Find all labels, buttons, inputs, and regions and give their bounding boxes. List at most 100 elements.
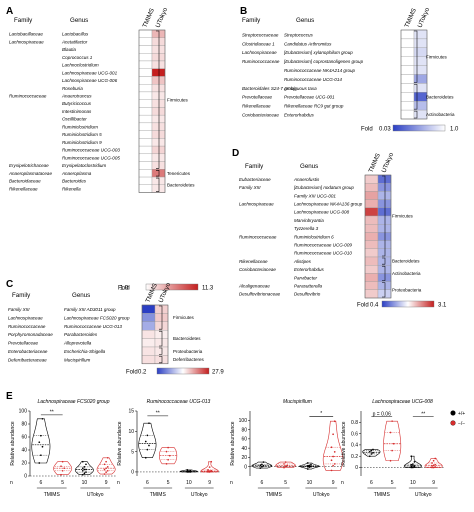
data-point [61, 460, 64, 463]
row-genus-label: Family XIII UCG-001 [294, 193, 336, 198]
row-genus-label: Enterorhabdus [294, 267, 325, 272]
heatmap-cell [364, 265, 379, 274]
heatmap-cell [138, 84, 153, 93]
heatmap-cell [138, 161, 153, 170]
y-tick-label: 0.6 [351, 431, 358, 437]
row-genus-label: Lachnospiraceae FCS020 group [64, 315, 130, 320]
y-tick-label: 0.2 [351, 454, 358, 460]
group-label: Bacteroidetes [426, 94, 454, 99]
data-point [306, 468, 309, 470]
column-header: UTokyo [381, 151, 396, 174]
data-point [85, 468, 87, 471]
row-genus-label: Butyricicoccus [62, 101, 92, 106]
genus-header: Genus [300, 163, 318, 170]
column-header: UTokyo [155, 6, 170, 29]
n-value: 10 [186, 480, 192, 486]
data-point [391, 420, 393, 423]
heatmap-cell [138, 29, 153, 38]
heatmap-cell [141, 338, 156, 348]
data-point [368, 450, 371, 453]
y-tick-label: 5 [131, 449, 134, 455]
row-genus-label: [Eubacterium] xylanophilum group [283, 50, 353, 55]
subplot-title: Mucispirillum [283, 399, 312, 405]
group-label: Tenericutes [167, 171, 191, 176]
y-tick-label: 40 [21, 448, 27, 454]
row-genus-label: Prevotellaceae UCG-001 [284, 95, 335, 100]
row-family-label: Coriobacteriaceae [239, 267, 276, 272]
data-point [308, 464, 311, 467]
significance-label: p = 0.06 [373, 411, 391, 417]
data-point [83, 466, 86, 468]
heatmap-cell [364, 256, 379, 266]
data-point [370, 453, 373, 455]
group-bracket [414, 110, 418, 119]
row-family-label: Family XIII [8, 307, 30, 312]
data-point [103, 473, 106, 475]
significance-label: ** [50, 410, 54, 416]
n-value: 5 [284, 480, 287, 486]
heatmap-cell [400, 109, 415, 120]
heatmap-cell [364, 174, 379, 184]
row-genus-label: Blautia [62, 47, 76, 52]
heatmap-cell [138, 145, 153, 155]
data-point [186, 469, 189, 471]
data-point [412, 463, 414, 465]
row-family-label: Ruminococcaceae [242, 59, 280, 64]
heatmap-cell [400, 56, 415, 66]
data-point [434, 466, 437, 468]
row-genus-label: Lachnospiraceae UCG-008 [294, 210, 350, 215]
heatmap-cell [364, 232, 379, 241]
heatmap-cell [377, 240, 392, 249]
data-point [148, 444, 150, 447]
data-point [186, 470, 189, 472]
group-label: Actinobacteria [392, 271, 421, 276]
group-label: Actinobacteria [426, 112, 455, 117]
data-point [81, 460, 84, 463]
n-value: 5 [391, 480, 394, 486]
row-family-label: Ruminococcaceae [9, 93, 47, 98]
row-genus-label: Lachnospiraceae UCG-006 [62, 78, 118, 83]
n-value: 10 [410, 480, 416, 486]
n-value: 6 [39, 480, 42, 486]
heatmap-cell [400, 29, 415, 40]
y-tick-label: 40 [241, 446, 247, 452]
heatmap-frame [364, 174, 392, 299]
significance-label: ** [421, 411, 425, 417]
group-bracket [156, 170, 160, 177]
heatmap-cell [413, 74, 428, 84]
n-value: 9 [432, 480, 435, 486]
scale-label: Fold [357, 302, 369, 308]
color-scale-bar [145, 283, 199, 291]
y-axis-label: Relative abundance [230, 421, 236, 465]
significance-label: * [320, 411, 322, 417]
scale-min-label: 0.03 [379, 126, 391, 132]
legend-marker [450, 410, 456, 416]
y-tick-label: 60 [241, 437, 247, 443]
heatmap-cell [141, 346, 156, 356]
row-genus-label: Lactobacillus [62, 32, 89, 37]
heatmap-cell [151, 153, 166, 162]
heatmap-cell [377, 191, 392, 200]
heatmap-frame [141, 304, 169, 365]
data-point [332, 455, 334, 458]
data-point [81, 469, 84, 472]
heatmap-cell [141, 321, 156, 331]
violin-shape [53, 461, 73, 475]
row-genus-label: Rikenella [62, 186, 81, 191]
row-family-label: Rikenellaceae [242, 104, 271, 109]
heatmap-cell [138, 99, 153, 108]
data-point [189, 469, 192, 472]
row-genus-label: Marvinbryantia [294, 218, 324, 223]
violin-shape [200, 461, 219, 473]
row-genus-label: Ruminococcaceae UCG-009 [294, 243, 352, 248]
row-family-label: Desulfovibrionaceae [239, 292, 281, 297]
scale-max-label: 3.1 [438, 302, 447, 308]
heatmap-cell [377, 232, 392, 241]
color-scale-bar [392, 124, 446, 132]
row-genus-label: Ambiguous taxa [283, 86, 317, 91]
n-value: 9 [208, 480, 211, 486]
heatmap-cell [377, 224, 392, 233]
heatmap-cell [377, 183, 392, 192]
row-genus-label: Ruminococcaceae UCG-014 [284, 77, 342, 82]
heatmap-cell [151, 45, 166, 54]
